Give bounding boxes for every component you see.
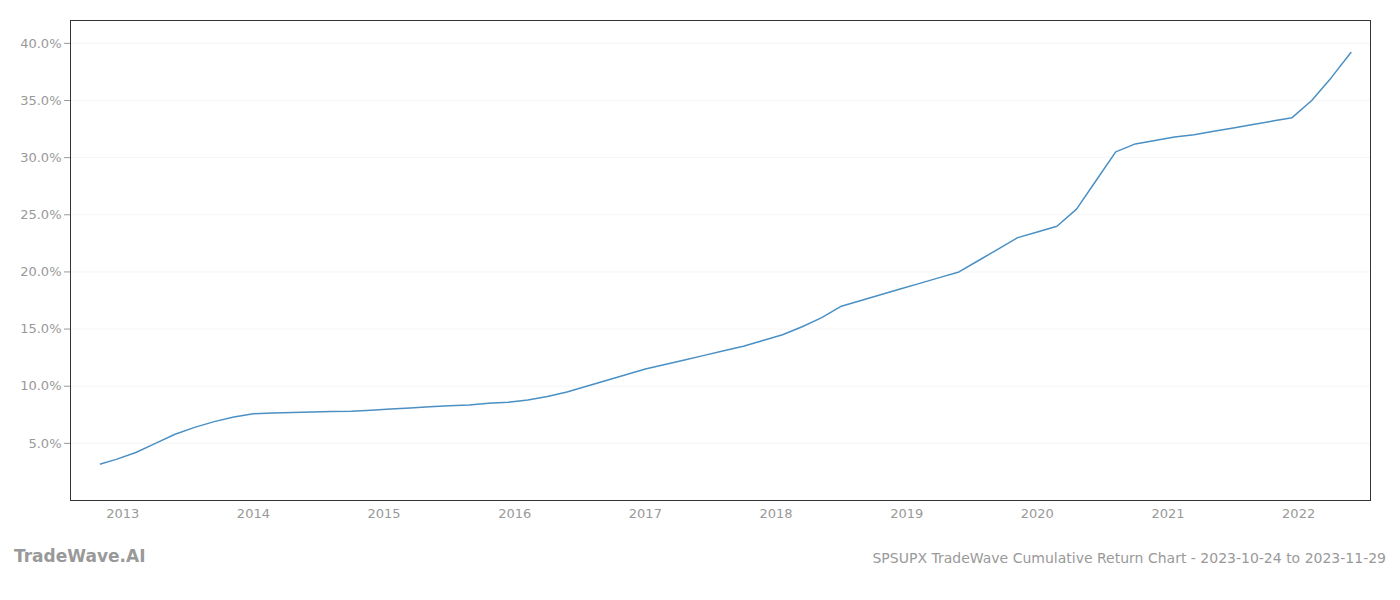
svg-text:25.0%: 25.0%: [20, 207, 61, 222]
svg-text:2020: 2020: [1021, 506, 1054, 521]
svg-text:5.0%: 5.0%: [28, 436, 61, 451]
svg-text:40.0%: 40.0%: [20, 36, 61, 51]
html-text:TradeWave.AI: TradeWave.AI: [14, 546, 146, 566]
svg-text:20.0%: 20.0%: [20, 264, 61, 279]
svg-text:2016: 2016: [498, 506, 531, 521]
svg-text:2015: 2015: [368, 506, 401, 521]
svg-text:2017: 2017: [629, 506, 662, 521]
svg-text:2021: 2021: [1151, 506, 1184, 521]
svg-text:2019: 2019: [890, 506, 923, 521]
svg-text:2013: 2013: [106, 506, 139, 521]
html-text:SPSUPX TradeWave Cumulative Re: SPSUPX TradeWave Cumulative Return Chart…: [872, 550, 1386, 566]
svg-text:2022: 2022: [1282, 506, 1315, 521]
svg-text:10.0%: 10.0%: [20, 378, 61, 393]
svg-text:2014: 2014: [237, 506, 270, 521]
svg-text:2018: 2018: [759, 506, 792, 521]
svg-text:35.0%: 35.0%: [20, 93, 61, 108]
svg-text:30.0%: 30.0%: [20, 150, 61, 165]
svg-text:15.0%: 15.0%: [20, 321, 61, 336]
